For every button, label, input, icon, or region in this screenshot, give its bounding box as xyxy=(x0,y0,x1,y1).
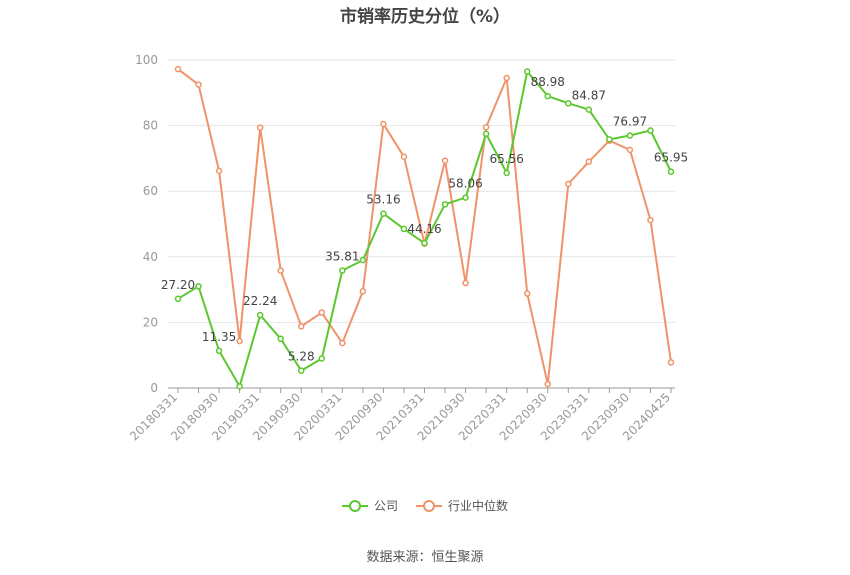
data-point xyxy=(256,124,264,131)
data-point xyxy=(277,267,284,274)
data-point xyxy=(503,169,510,177)
legend-label-company: 公司 xyxy=(373,499,398,513)
data-point xyxy=(298,367,305,374)
data-point xyxy=(380,210,387,217)
data-point xyxy=(585,106,593,113)
data-label: 53.16 xyxy=(366,193,400,207)
data-point xyxy=(441,157,449,164)
axes: 0204060801002018033120180930201903312019… xyxy=(127,53,675,443)
data-point xyxy=(339,339,346,347)
data-point xyxy=(298,323,305,330)
data-point xyxy=(626,146,634,154)
data-point xyxy=(256,311,264,319)
y-tick-label: 40 xyxy=(143,250,158,264)
data-point xyxy=(565,180,572,188)
data-point xyxy=(400,225,408,233)
data-label: 65.56 xyxy=(489,152,523,166)
data-label: 84.87 xyxy=(572,89,606,103)
data-point xyxy=(523,290,531,297)
data-point xyxy=(380,120,387,128)
data-point xyxy=(236,337,243,345)
data-label: 5.28 xyxy=(288,350,315,364)
data-point xyxy=(400,153,408,161)
legend: 公司 行业中位数 xyxy=(0,497,850,514)
data-point xyxy=(339,267,346,274)
y-tick-label: 60 xyxy=(143,184,158,198)
y-tick-label: 20 xyxy=(143,315,158,329)
legend-dot xyxy=(348,499,361,512)
data-point xyxy=(667,359,675,366)
data-point xyxy=(544,380,551,388)
data-label: 35.81 xyxy=(325,250,359,264)
data-point xyxy=(195,81,202,88)
data-point xyxy=(544,92,551,100)
data-point xyxy=(667,168,675,175)
data-point xyxy=(585,158,593,165)
legend-label-industry-median: 行业中位数 xyxy=(448,499,509,513)
data-point xyxy=(647,216,654,224)
y-tick-label: 0 xyxy=(150,381,158,395)
data-point xyxy=(195,283,202,290)
data-point xyxy=(441,201,449,208)
data-point xyxy=(174,65,182,73)
data-point xyxy=(565,100,572,107)
data-label: 27.20 xyxy=(161,278,195,292)
data-label: 11.35 xyxy=(202,330,236,344)
series-lines xyxy=(174,65,675,390)
legend-dot xyxy=(423,499,435,512)
legend-item-company[interactable]: 公司 xyxy=(341,497,398,514)
data-point xyxy=(318,355,326,362)
data-point xyxy=(482,123,490,131)
data-point xyxy=(503,74,510,82)
data-label: 22.24 xyxy=(243,294,277,308)
data-label: 76.97 xyxy=(613,115,647,129)
data-label: 58.06 xyxy=(448,177,482,191)
data-point xyxy=(606,136,613,143)
data-point xyxy=(215,167,223,175)
data-point xyxy=(215,347,223,355)
data-labels: 27.20 11.35 22.24 5.28 35.81 53.16 44.16 58.06 6… xyxy=(161,75,688,364)
data-point xyxy=(277,335,284,343)
data-point xyxy=(647,127,654,134)
legend-marker-icon xyxy=(341,499,368,513)
data-source: 数据来源：恒生聚源 xyxy=(366,550,484,565)
data-point xyxy=(318,309,326,316)
data-point xyxy=(236,383,243,390)
data-point xyxy=(421,239,428,247)
data-label: 88.98 xyxy=(531,75,565,89)
legend-item-industry-median[interactable]: 行业中位数 xyxy=(416,497,508,514)
chart-title: 市销率历史分位（%） xyxy=(339,7,511,27)
data-point xyxy=(174,295,182,303)
legend-marker-icon xyxy=(416,499,442,513)
data-label: 44.16 xyxy=(407,222,441,236)
data-point xyxy=(482,130,490,138)
data-point xyxy=(462,194,469,201)
data-label: 65.95 xyxy=(654,151,688,165)
y-tick-label: 80 xyxy=(143,119,158,133)
data-point xyxy=(359,256,367,264)
data-point xyxy=(359,287,367,295)
y-tick-label: 100 xyxy=(135,53,158,67)
data-point xyxy=(523,68,531,75)
grid-lines xyxy=(168,59,675,323)
data-point xyxy=(626,132,634,139)
data-point xyxy=(462,279,469,287)
